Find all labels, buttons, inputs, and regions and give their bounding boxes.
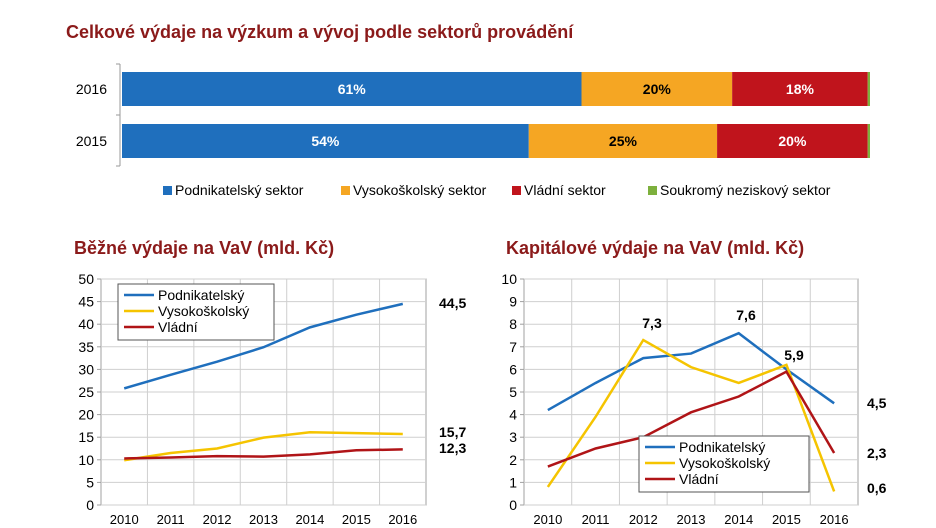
y-tick-label: 4 — [509, 407, 517, 423]
x-tick-label: 2010 — [110, 512, 139, 527]
y-tick-label: 0 — [509, 497, 517, 513]
y-tick-label: 50 — [78, 271, 94, 287]
bar-value-label: 54% — [311, 133, 340, 149]
series-line — [547, 370, 836, 468]
y-tick-label: 25 — [78, 384, 94, 400]
bar-segment — [122, 72, 582, 106]
y-tick-label: 6 — [509, 361, 517, 377]
end-value-label: 12,3 — [439, 440, 466, 456]
legend-label: Vysokoškolský sektor — [353, 182, 487, 198]
series-line — [124, 448, 403, 460]
series-line — [546, 338, 836, 492]
y-tick-label: 45 — [78, 294, 94, 310]
bar-segment — [867, 124, 870, 158]
bar-value-label: 18% — [786, 81, 815, 97]
x-tick-label: 2015 — [342, 512, 371, 527]
x-tick-label: 2012 — [629, 512, 658, 527]
category-label: 2016 — [76, 81, 107, 97]
y-tick-label: 2 — [509, 452, 517, 468]
x-tick-label: 2016 — [820, 512, 849, 527]
legend-swatch — [163, 186, 172, 195]
series-line — [123, 302, 404, 390]
end-value-label: 4,5 — [867, 395, 887, 411]
y-tick-label: 9 — [509, 294, 517, 310]
capital-chart-title: Kapitálové výdaje na VaV (mld. Kč) — [506, 238, 805, 258]
legend-label: Vysokoškolský — [158, 303, 249, 319]
y-tick-label: 20 — [78, 407, 94, 423]
x-tick-label: 2015 — [772, 512, 801, 527]
current-expenses-line-chart: 0 5 10 15 20 25 30 35 40 45 50 2010 2011 2012 2013 2014… — [78, 271, 466, 527]
legend-label: Vysokoškolský — [679, 455, 770, 471]
bar-segment — [867, 72, 870, 106]
bar-segment — [717, 124, 868, 158]
data-annotation: 5,9 — [784, 347, 804, 363]
x-tick-label: 2013 — [249, 512, 278, 527]
series-line — [547, 331, 835, 412]
legend-swatch — [512, 186, 521, 195]
y-tick-label: 3 — [509, 429, 517, 445]
y-tick-label: 8 — [509, 316, 517, 332]
legend-label: Vládní — [679, 471, 719, 487]
bar-value-label: 20% — [643, 81, 672, 97]
x-tick-label: 2014 — [295, 512, 324, 527]
x-tick-label: 2010 — [533, 512, 562, 527]
y-tick-label: 7 — [509, 339, 517, 355]
y-tick-label: 15 — [78, 429, 94, 445]
x-tick-label: 2012 — [203, 512, 232, 527]
bar-segment — [732, 72, 868, 106]
bar-value-label: 25% — [609, 133, 638, 149]
legend-label: Vládní sektor — [524, 182, 606, 198]
x-tick-label: 2011 — [157, 512, 185, 527]
bar-segment — [528, 124, 718, 158]
y-tick-label: 10 — [78, 452, 94, 468]
end-value-label: 0,6 — [867, 480, 887, 496]
legend-label: Podnikatelský — [158, 287, 244, 303]
data-annotation: 7,6 — [736, 307, 756, 323]
current-chart-title: Běžné výdaje na VaV (mld. Kč) — [74, 238, 335, 258]
bar-segment — [122, 124, 529, 158]
data-annotation: 7,3 — [642, 315, 662, 331]
x-tick-label: 2016 — [388, 512, 417, 527]
legend-label: Podnikatelský sektor — [175, 182, 304, 198]
y-tick-label: 5 — [86, 474, 94, 490]
y-tick-label: 1 — [509, 474, 517, 490]
end-value-label: 2,3 — [867, 445, 887, 461]
legend-label: Podnikatelský — [679, 439, 765, 455]
bar-segment — [581, 72, 733, 106]
main-chart-title: Celkové výdaje na výzkum a vývoj podle s… — [66, 22, 574, 42]
legend-swatch — [341, 186, 350, 195]
y-tick-label: 35 — [78, 339, 94, 355]
end-value-label: 44,5 — [439, 295, 466, 311]
legend-label: Soukromý neziskový sektor — [660, 182, 831, 198]
y-tick-label: 10 — [501, 271, 517, 287]
y-tick-label: 0 — [86, 497, 94, 513]
x-tick-label: 2013 — [677, 512, 706, 527]
y-tick-label: 30 — [78, 361, 94, 377]
legend-swatch — [648, 186, 657, 195]
category-label: 2015 — [76, 133, 107, 149]
x-tick-label: 2014 — [724, 512, 753, 527]
legend-label: Vládní — [158, 319, 198, 335]
bar-value-label: 61% — [338, 81, 367, 97]
capital-expenses-line-chart: 0 1 2 3 4 5 6 7 8 9 10 2010 2011 2012 2013 2014 2015 2016… — [501, 271, 887, 527]
series-line — [124, 430, 403, 462]
bar-value-label: 20% — [778, 133, 807, 149]
x-tick-label: 2011 — [582, 512, 610, 527]
stacked-bar-chart: 2016 61% 20% 18% 2015 54% 25% 20% Podnikatelský … — [76, 63, 870, 198]
y-tick-label: 40 — [78, 316, 94, 332]
y-tick-label: 5 — [509, 384, 517, 400]
end-value-label: 15,7 — [439, 424, 466, 440]
